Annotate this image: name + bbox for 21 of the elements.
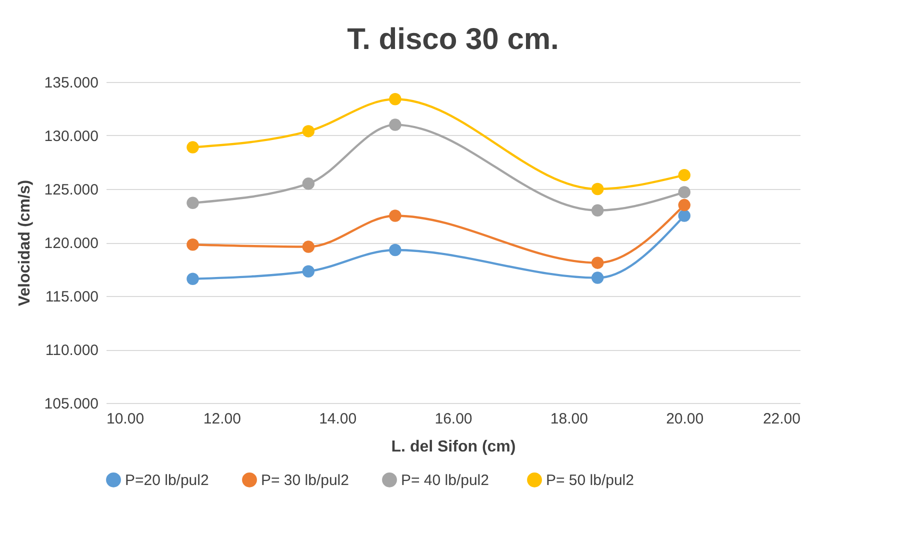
legend-label: P= 40 lb/pul2 (401, 472, 489, 489)
x-tick-label: 14.00 (319, 410, 357, 428)
y-tick-label: 105.000 (44, 396, 98, 412)
y-axis-title: Velocidad (cm/s) (16, 180, 34, 306)
y-tick-label: 130.000 (44, 128, 98, 145)
x-axis-title: L. del Sifon (cm) (391, 438, 516, 456)
x-tick-label: 18.00 (550, 410, 588, 428)
y-tick-label: 120.000 (44, 235, 98, 252)
x-tick-label: 10.00 (106, 410, 144, 428)
y-tick-label: 135.000 (44, 74, 98, 92)
y-tick-label: 125.000 (44, 182, 98, 198)
x-tick-label: 20.00 (666, 410, 704, 428)
chart-title: T. disco 30 cm. (347, 23, 559, 56)
y-tick-label: 115.000 (45, 288, 98, 306)
legend-label: P= 30 lb/pul2 (261, 472, 349, 489)
x-tick-label: 12.00 (203, 410, 241, 428)
legend-label: P=20 lb/pul2 (125, 472, 209, 489)
x-tick-label: 22.00 (762, 410, 800, 428)
y-tick-label: 110.000 (45, 342, 98, 359)
legend-label: P= 50 lb/pul2 (546, 472, 634, 489)
x-tick-label: 16.00 (434, 410, 472, 428)
